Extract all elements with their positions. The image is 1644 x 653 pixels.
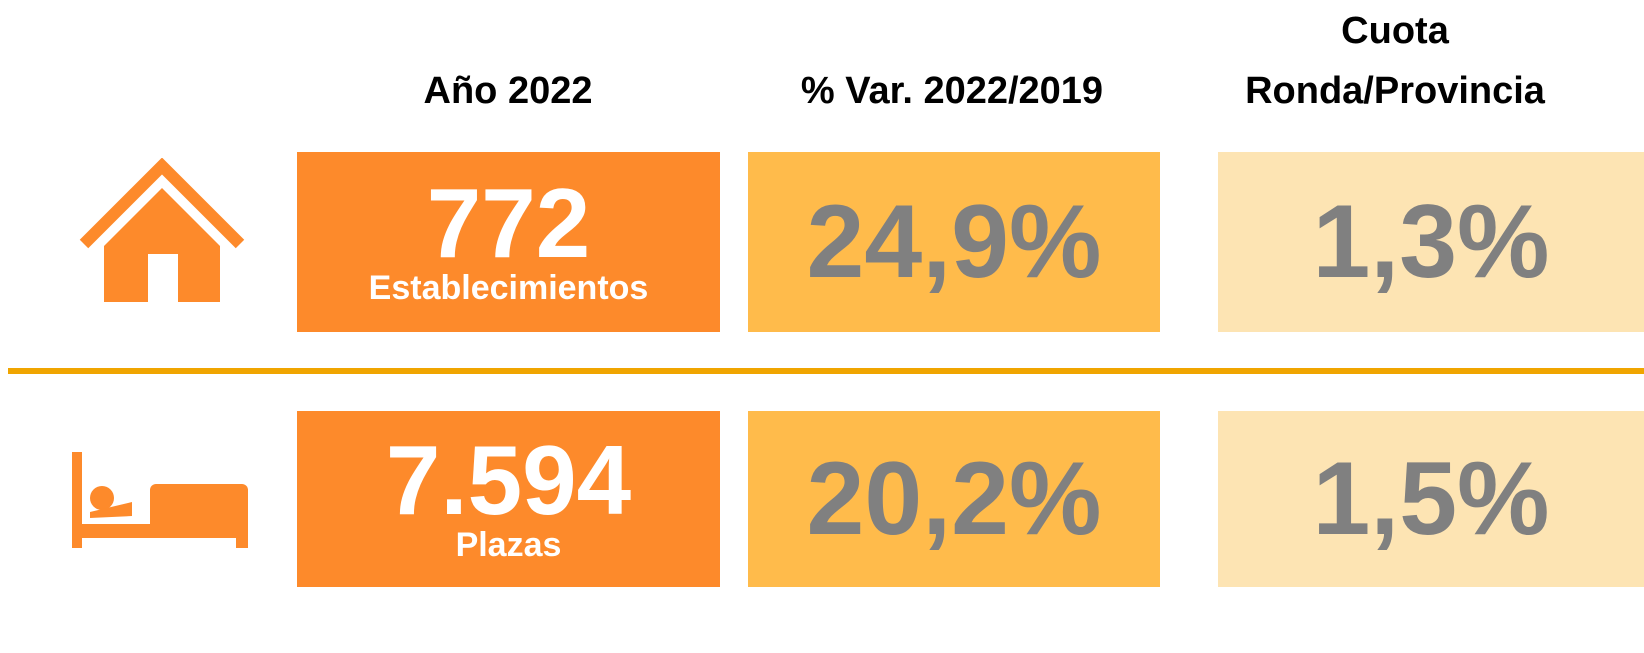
variation: 24,9% (806, 184, 1102, 300)
share-box: 1,5% (1218, 411, 1644, 587)
header-year: Año 2022 (423, 70, 593, 112)
value-label: Establecimientos (368, 268, 649, 307)
value-box: 772 Establecimientos (297, 152, 720, 332)
share-box: 1,3% (1218, 152, 1644, 332)
share: 1,3% (1312, 184, 1550, 300)
house-icon (79, 158, 245, 302)
value-box: 7.594 Plazas (297, 411, 720, 587)
bed-icon (72, 452, 248, 548)
value: 772 (426, 167, 591, 278)
variation: 20,2% (806, 441, 1102, 557)
variation-box: 20,2% (748, 411, 1160, 587)
value-label: Plazas (455, 525, 562, 564)
header-share-1: Cuota (1341, 10, 1449, 52)
header-variation: % Var. 2022/2019 (800, 70, 1104, 112)
variation-box: 24,9% (748, 152, 1160, 332)
share: 1,5% (1312, 441, 1550, 557)
value: 7.594 (385, 424, 632, 535)
divider (8, 368, 1644, 374)
header-share-2: Ronda/Provincia (1245, 70, 1545, 112)
